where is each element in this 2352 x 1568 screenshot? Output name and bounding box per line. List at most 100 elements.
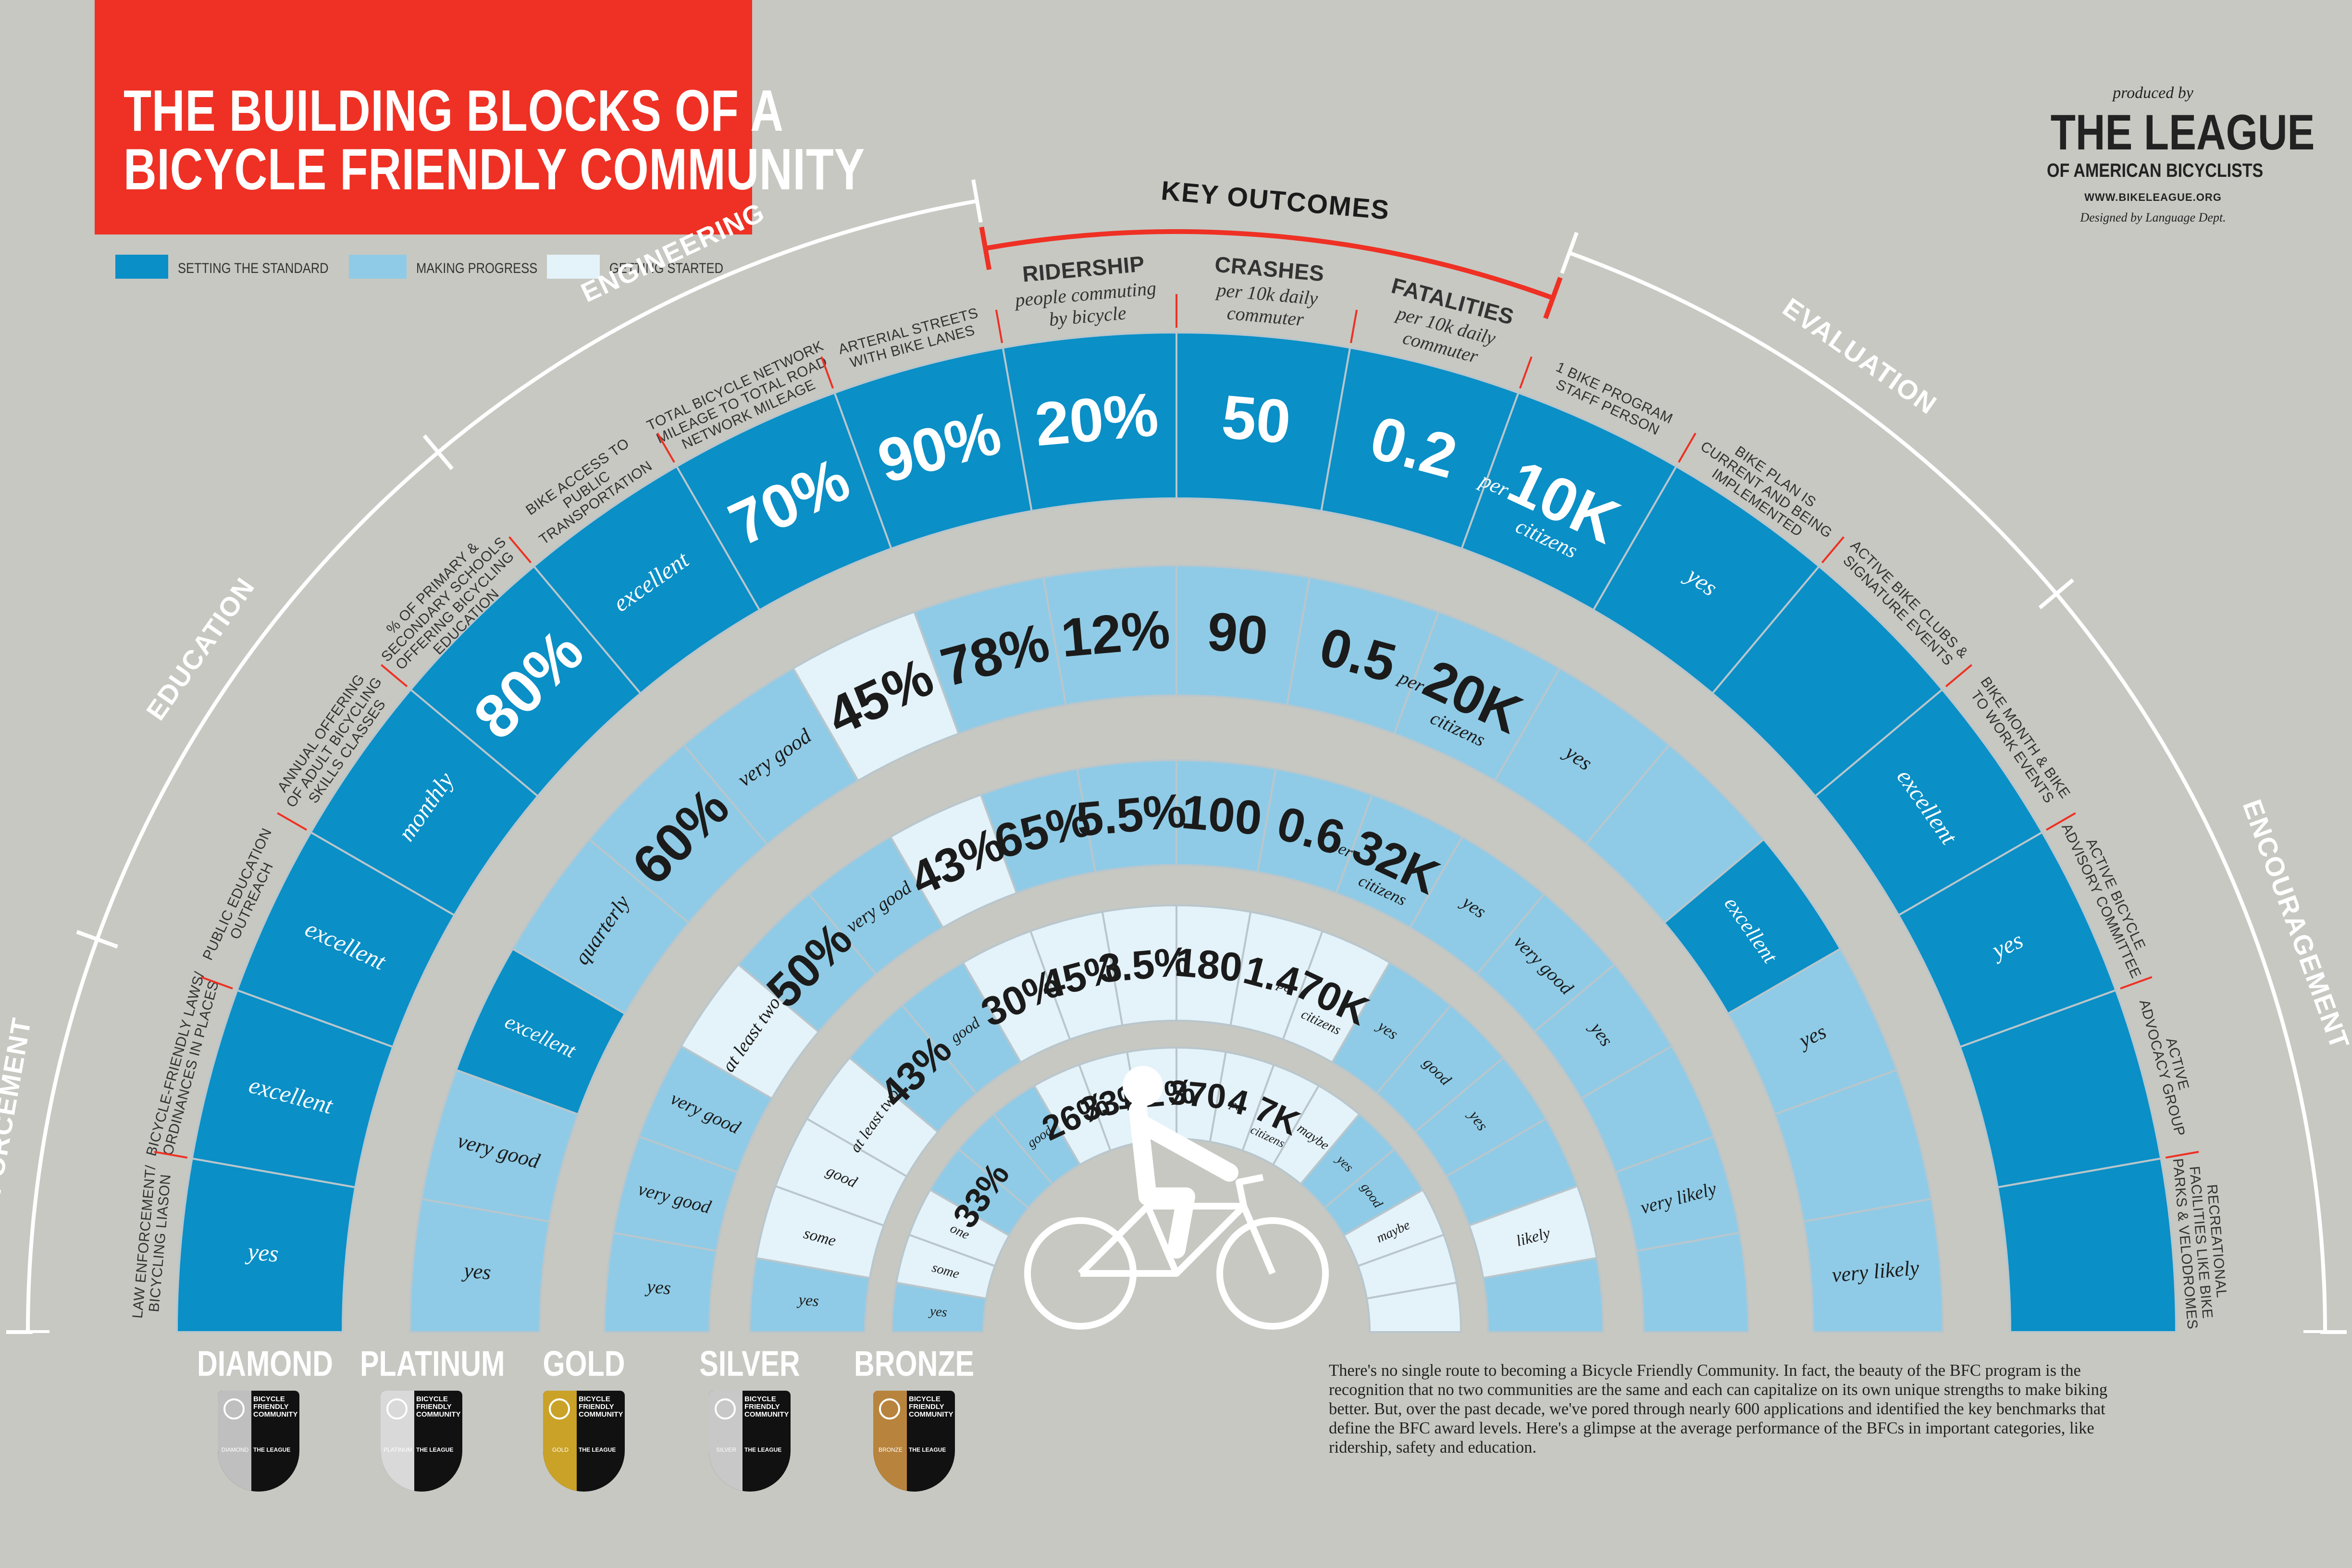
category-label: KEY OUTCOMES [1160, 175, 1391, 225]
cell-value-group: yes [796, 1291, 819, 1310]
metric-divider-tick [381, 664, 408, 688]
silver-badge-icon: BICYCLE FRIENDLY COMMUNITY SILVER THE LEAG… [709, 1391, 791, 1492]
metric-divider-tick [656, 432, 675, 463]
metric-divider-tick [1349, 309, 1358, 344]
category-arc [985, 229, 1554, 300]
cell-value: 370 [1167, 1073, 1228, 1116]
badge-level: DIAMOND [221, 1446, 249, 1453]
badge-org: THE LEAGUE [579, 1446, 616, 1453]
badge-level: BRONZE [878, 1446, 903, 1453]
metric-divider-tick [154, 1150, 188, 1159]
ring-cell [1635, 1232, 1750, 1333]
badge-text: BICYCLE FRIENDLY COMMUNITY [579, 1395, 623, 1419]
category-arc-tick [2038, 578, 2074, 609]
cell-value: yes [244, 1237, 279, 1267]
badge-panel [381, 1391, 414, 1492]
category-arc [2055, 593, 2327, 1333]
badge-org: THE LEAGUE [416, 1446, 454, 1453]
badge-text: BICYCLE FRIENDLY COMMUNITY [253, 1395, 298, 1419]
cell-value-group: 100 [1179, 785, 1264, 845]
wheel-icon [879, 1398, 900, 1420]
badge-org: THE LEAGUE [909, 1446, 946, 1453]
cell-value: 3.5% [1097, 938, 1192, 991]
cell-value: yes [928, 1304, 948, 1320]
legend-label-standard: SETTING THE STANDARD [178, 260, 329, 276]
category-arc-tick [979, 226, 992, 270]
award-diamond: DIAMOND BICYCLE FRIENDLY COMMUNITY DIAMOND… [182, 1343, 335, 1492]
cell-value-group: 5.5% [1074, 783, 1188, 846]
metric-divider-tick [277, 812, 308, 831]
wheel-icon [549, 1398, 570, 1420]
legend-label-progress: MAKING PROGRESS [416, 260, 538, 276]
wheel-icon [223, 1398, 245, 1420]
bike-frame [1078, 1174, 1276, 1277]
category-label: ENFORCEMENT [0, 1015, 37, 1235]
cell-value: 100 [1179, 785, 1264, 845]
award-name: BRONZE [854, 1344, 974, 1383]
gold-badge-icon: BICYCLE FRIENDLY COMMUNITY GOLD THE LEAGUE [543, 1391, 625, 1492]
category-arc [26, 938, 99, 1333]
award-name: SILVER [699, 1344, 800, 1383]
platinum-badge-icon: BICYCLE FRIENDLY COMMUNITY PLATINUM THE LE… [381, 1391, 462, 1492]
org-url: WWW.BIKELEAGUE.ORG [2084, 191, 2222, 203]
category-arc-tick [1543, 277, 1563, 320]
cell-value: 20% [1032, 380, 1161, 459]
award-name: DIAMOND [197, 1344, 333, 1383]
badge-org: THE LEAGUE [253, 1446, 291, 1453]
cell-value: 50 [1219, 383, 1293, 457]
metric-divider-tick [2165, 1150, 2199, 1159]
cell-value: 180 [1173, 939, 1244, 990]
legend-label-started: GETTING STARTED [609, 260, 724, 276]
cell-value-group: 3.5% [1097, 938, 1192, 991]
rider-body [1129, 1101, 1238, 1259]
award-silver: SILVER BICYCLE FRIENDLY COMMUNITY SILVER T… [673, 1343, 827, 1492]
category-arc-tick [76, 930, 118, 949]
ring-cell [1802, 1198, 1944, 1333]
cell-value-group: 90 [1205, 601, 1270, 666]
rings [175, 331, 2178, 1333]
cell-value-group: yes [644, 1276, 671, 1299]
metric-divider-tick [508, 536, 532, 564]
cell-value: yes [461, 1258, 492, 1284]
cell-value: yes [644, 1276, 671, 1299]
metric-divider-tick [820, 356, 834, 389]
bronze-badge-icon: BICYCLE FRIENDLY COMMUNITY BRONZE THE LEAG… [873, 1391, 955, 1492]
cell-value-group: 50 [1219, 383, 1293, 457]
category-arc-tick [971, 179, 983, 223]
category-arc [1569, 251, 2058, 595]
legend-swatch-started [547, 255, 600, 279]
metric-divider-tick [1821, 536, 1844, 564]
cell-value-group: yes [244, 1237, 279, 1267]
cell-value: 90 [1205, 601, 1270, 666]
designer-credit: Designed by Language Dept. [2080, 210, 2226, 224]
rider-head [1123, 1066, 1163, 1106]
category-arc [95, 451, 440, 940]
cell-value-group: 12% [1059, 598, 1172, 668]
ring-cell [1482, 1257, 1605, 1333]
badge-level: SILVER [716, 1446, 736, 1453]
legend-swatch-progress [349, 255, 407, 279]
legend-swatch-standard [115, 255, 168, 279]
wheel-icon [715, 1398, 736, 1420]
ring-cell [1365, 1281, 1462, 1333]
cell-value-group: yes [461, 1258, 492, 1284]
cell-value: 5.5% [1074, 783, 1188, 846]
award-platinum: PLATINUM BICYCLE FRIENDLY COMMUNITY PLATIN… [345, 1343, 505, 1492]
title-banner: THE BUILDING BLOCKS OF A BICYCLE FRIENDL… [95, 0, 865, 235]
metric-divider-tick [200, 976, 233, 990]
produced-by-label: produced by [2113, 84, 2193, 102]
badge-panel [709, 1391, 743, 1492]
badge-org: THE LEAGUE [744, 1446, 782, 1453]
title-line-2: BICYCLE FRIENDLY COMMUNITY [124, 136, 865, 202]
award-bronze: BRONZE BICYCLE FRIENDLY COMMUNITY BRONZE T… [837, 1343, 991, 1492]
badge-panel [543, 1391, 577, 1492]
category-arc-tick [1560, 232, 1579, 274]
badge-level: PLATINUM [384, 1446, 412, 1453]
cell-value-group: 370 [1167, 1073, 1228, 1116]
metric-divider-tick [1678, 432, 1696, 463]
category-label: ENCOURAGEMENT [2237, 795, 2352, 1053]
